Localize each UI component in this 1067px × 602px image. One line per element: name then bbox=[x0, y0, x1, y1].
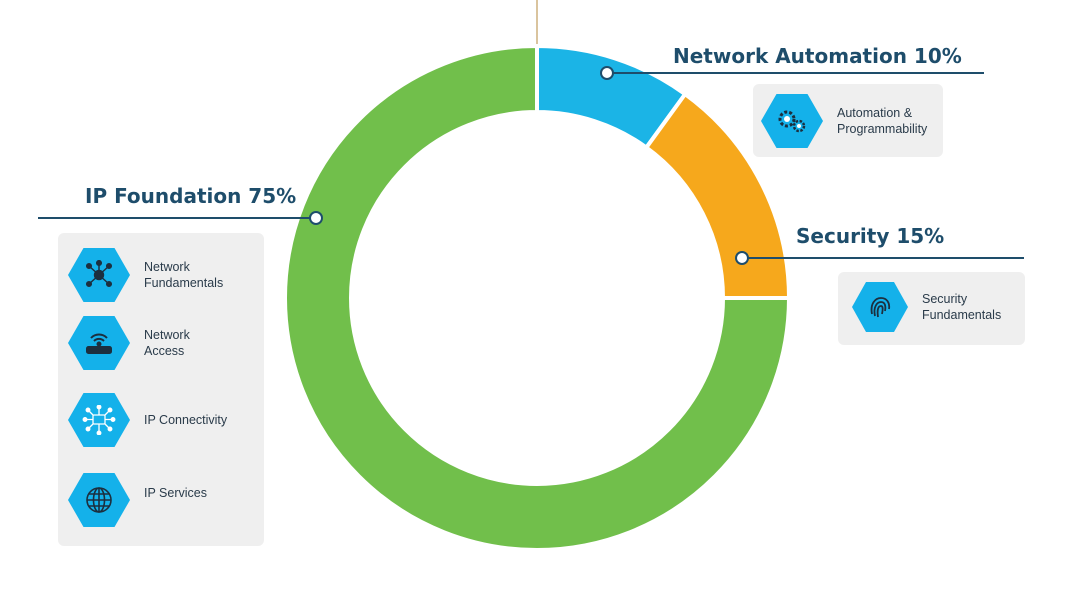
foundation-topics-card: Network Fundamentals Network Access bbox=[58, 233, 264, 546]
topic-security-fundamentals: Security Fundamentals bbox=[852, 282, 1001, 332]
gears-icon bbox=[761, 94, 823, 148]
topic-label: Security Fundamentals bbox=[922, 292, 1002, 322]
security-topics-card: Security Fundamentals bbox=[838, 272, 1025, 345]
topic-network-access: Network Access bbox=[68, 316, 190, 370]
leader-dot-security bbox=[735, 251, 749, 265]
topic-label: IP Connectivity bbox=[144, 413, 228, 427]
label-network-automation: Network Automation 10% bbox=[673, 44, 962, 68]
label-security: Security 15% bbox=[796, 224, 945, 248]
topic-label: IP Services bbox=[144, 486, 207, 500]
topic-label: Network Fundamentals bbox=[144, 260, 224, 290]
donut-slices bbox=[283, 43, 792, 552]
leader-dot-automation bbox=[600, 66, 614, 80]
label-ip-foundation: IP Foundation 75% bbox=[85, 184, 297, 208]
topic-ip-services: IP Services bbox=[68, 473, 207, 527]
donut-slice-2 bbox=[283, 43, 792, 552]
topic-ip-connectivity: IP Connectivity bbox=[68, 393, 227, 447]
connectivity-icon bbox=[68, 393, 130, 447]
topic-network-fundamentals: Network Fundamentals bbox=[68, 248, 223, 302]
wifi-router-icon bbox=[68, 316, 130, 370]
globe-icon bbox=[68, 473, 130, 527]
network-hub-icon bbox=[68, 248, 130, 302]
topic-label: Automation & Programmability bbox=[837, 106, 928, 136]
leader-dot-foundation bbox=[309, 211, 323, 225]
topic-automation-programmability: Automation & Programmability bbox=[761, 94, 927, 148]
topic-label: Network Access bbox=[144, 328, 190, 358]
fingerprint-icon bbox=[852, 282, 908, 332]
leader-lines bbox=[38, 66, 1024, 265]
automation-topics-card: Automation & Programmability bbox=[753, 84, 943, 157]
